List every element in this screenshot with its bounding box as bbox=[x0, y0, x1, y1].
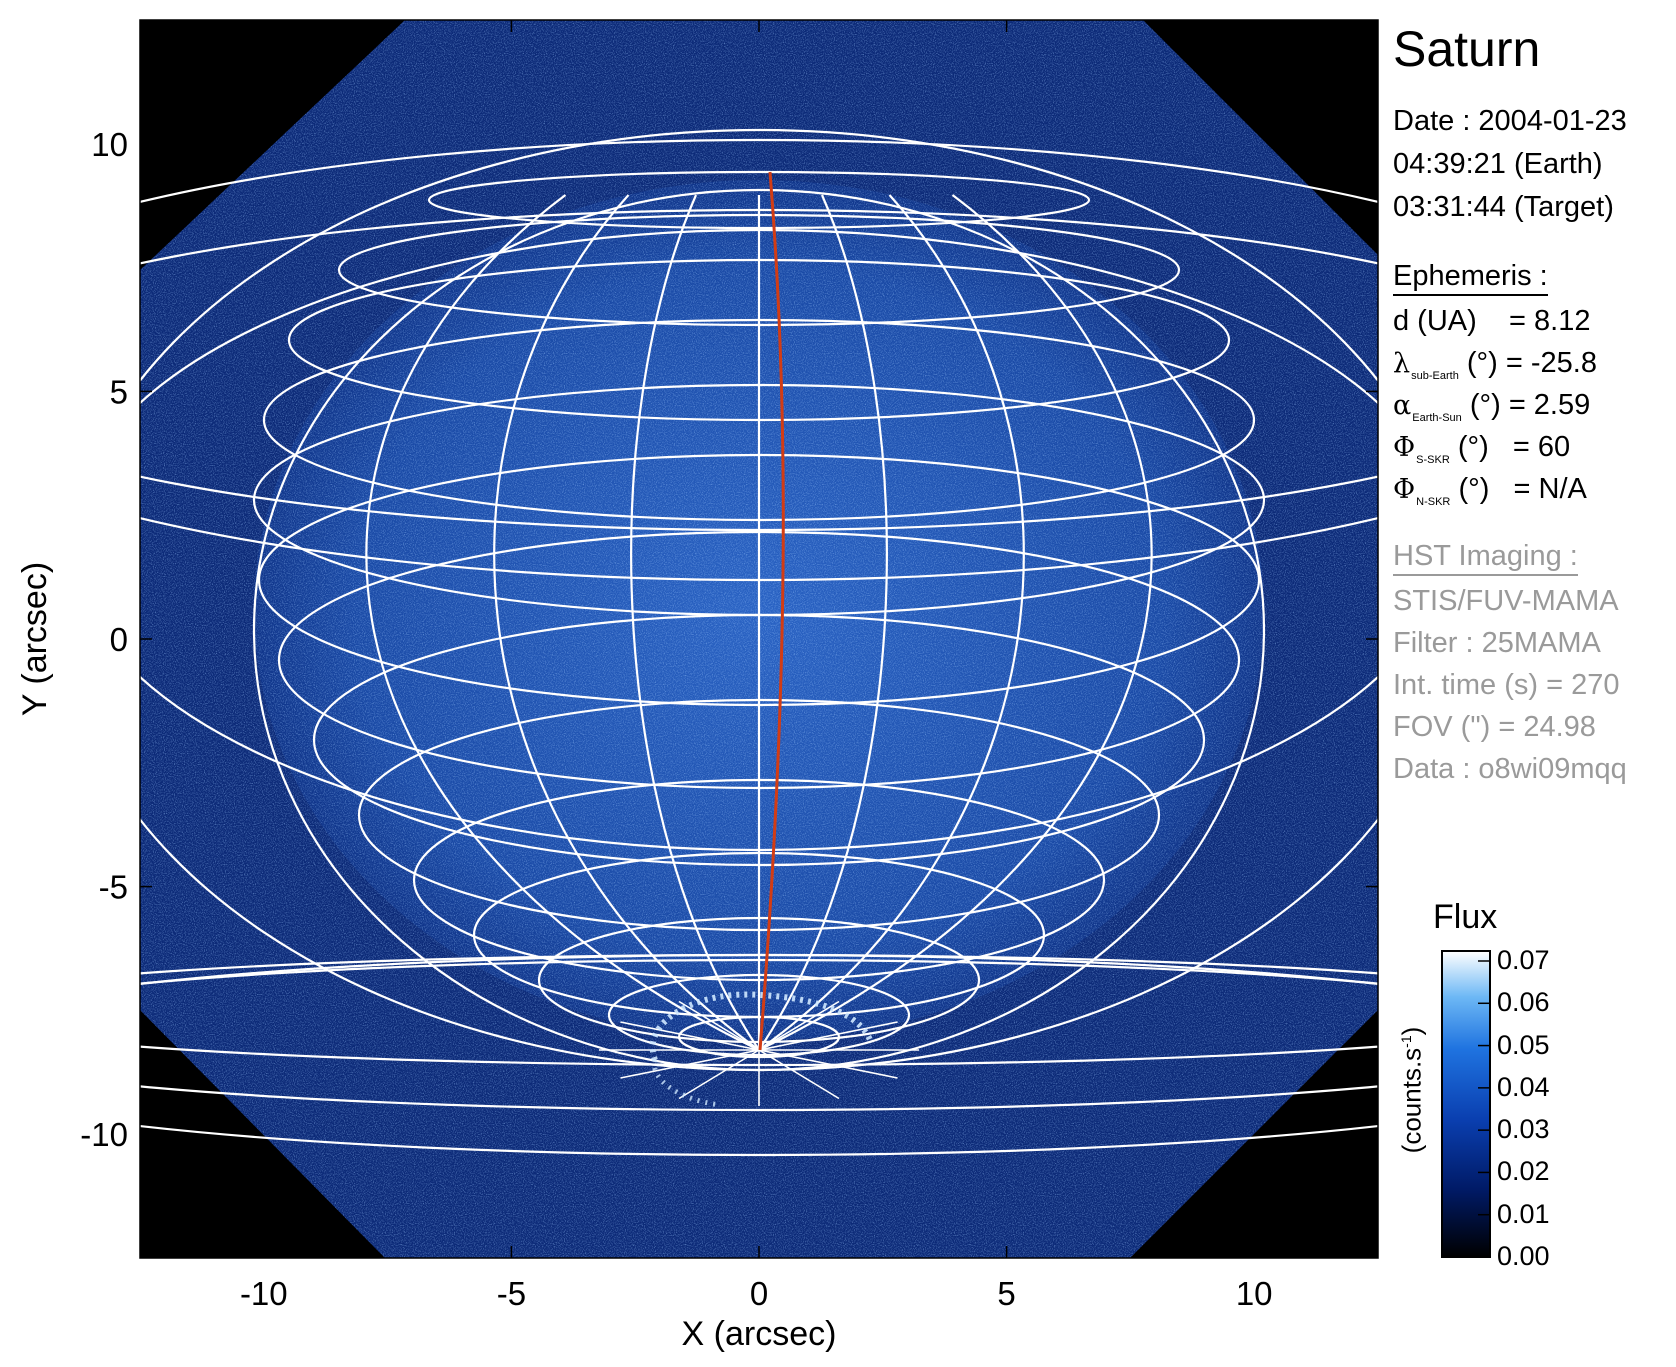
x-tick-label: 0 bbox=[750, 1275, 768, 1312]
ephemeris-header-text: Ephemeris : bbox=[1393, 260, 1548, 296]
target-time: 03:31:44 (Target) bbox=[1393, 191, 1614, 223]
y-tick-label: 5 bbox=[110, 373, 128, 410]
colorbar-tick-label: 0.01 bbox=[1497, 1198, 1550, 1229]
polar-spoke bbox=[678, 1049, 760, 1100]
alpha-value: = 2.59 bbox=[1508, 389, 1591, 421]
longitude-line bbox=[493, 194, 760, 1051]
colorbar-tick-label: 0.05 bbox=[1497, 1029, 1550, 1060]
ephemeris-header: Ephemeris : bbox=[1393, 260, 1548, 296]
phi-n-value: = N/A bbox=[1513, 473, 1587, 505]
y-tick-label: 0 bbox=[110, 621, 128, 658]
polar-spoke bbox=[758, 1000, 840, 1051]
colorbar-units-sup: -1 bbox=[1397, 1035, 1414, 1048]
imaging-header-text: HST Imaging : bbox=[1393, 540, 1578, 576]
colorbar-tick-label: 0.04 bbox=[1497, 1071, 1550, 1102]
aurora-arc bbox=[649, 991, 873, 1062]
lambda-symbol: λ bbox=[1393, 348, 1411, 379]
imaging-data-id: Data : o8wi09mqq bbox=[1393, 753, 1627, 785]
imaging-filter: Filter : 25MAMA bbox=[1393, 627, 1601, 659]
alpha-unit: (°) bbox=[1469, 389, 1501, 421]
saturn-image bbox=[140, 20, 1378, 1258]
phi-n-unit: (°) bbox=[1458, 473, 1490, 505]
date-line: Date : 2004-01-23 bbox=[1393, 105, 1627, 137]
ephemeris-lambda: λsub-Earth (°) = -25.8 bbox=[1393, 347, 1597, 382]
lambda-value: = -25.8 bbox=[1505, 347, 1597, 379]
ephemeris-phi-s: ΦS-SKR (°) = 60 bbox=[1393, 431, 1571, 466]
ephemeris-phi-n: ΦN-SKR (°) = N/A bbox=[1393, 473, 1587, 508]
colorbar-title: Flux bbox=[1433, 898, 1498, 936]
x-tick-label: 5 bbox=[997, 1275, 1015, 1312]
y-tick-label: 10 bbox=[91, 126, 128, 163]
ephemeris-alpha: αEarth-Sun (°) = 2.59 bbox=[1393, 389, 1591, 424]
planet-title: Saturn bbox=[1393, 21, 1541, 77]
colorbar-tick-label: 0.02 bbox=[1497, 1156, 1550, 1187]
imaging-instrument: STIS/FUV-MAMA bbox=[1393, 585, 1619, 617]
y-axis-label: Y (arcsec) bbox=[16, 562, 54, 716]
y-tick-label: -5 bbox=[99, 869, 128, 906]
distance-value: = 8.12 bbox=[1509, 305, 1591, 337]
polar-spoke bbox=[758, 1049, 840, 1100]
phi-s-symbol: Φ bbox=[1393, 432, 1416, 463]
colorbar bbox=[1441, 950, 1491, 1258]
phi-s-value: = 60 bbox=[1512, 431, 1571, 463]
phi-s-unit: (°) bbox=[1457, 431, 1489, 463]
latitude-longitude-grid bbox=[140, 129, 1378, 1157]
lambda-unit: (°) bbox=[1466, 347, 1498, 379]
colorbar-tick-label: 0.03 bbox=[1497, 1114, 1550, 1145]
imaging-int-time: Int. time (s) = 270 bbox=[1393, 669, 1620, 701]
phi-s-sub: S-SKR bbox=[1416, 454, 1450, 466]
alpha-symbol: α bbox=[1393, 390, 1412, 421]
y-tick-label: -10 bbox=[80, 1116, 128, 1153]
imaging-header: HST Imaging : bbox=[1393, 540, 1578, 576]
alpha-sub: Earth-Sun bbox=[1412, 412, 1462, 424]
colorbar-tick-label: 0.06 bbox=[1497, 987, 1550, 1018]
x-tick-label: 10 bbox=[1236, 1275, 1273, 1312]
colorbar-units-main: (counts.s bbox=[1396, 1047, 1427, 1154]
colorbar-ticks bbox=[1478, 960, 1490, 1258]
longitude-line bbox=[365, 194, 760, 1051]
x-tick-label: -10 bbox=[240, 1275, 288, 1312]
longitude-line bbox=[758, 194, 1025, 1051]
colorbar-units: (counts.s-1) bbox=[1397, 1027, 1428, 1154]
lambda-sub: sub-Earth bbox=[1411, 370, 1459, 382]
polar-spoke bbox=[758, 1049, 898, 1079]
polar-spoke bbox=[620, 1021, 760, 1051]
phi-n-symbol: Φ bbox=[1393, 474, 1416, 505]
x-axis-label: X (arcsec) bbox=[682, 1315, 837, 1353]
imaging-fov: FOV (") = 24.98 bbox=[1393, 711, 1596, 743]
earth-time: 04:39:21 (Earth) bbox=[1393, 148, 1603, 180]
x-tick-label: -5 bbox=[497, 1275, 526, 1312]
polar-spoke bbox=[678, 1000, 760, 1051]
colorbar-units-close: ) bbox=[1396, 1026, 1427, 1036]
ephemeris-distance: d (UA) = 8.12 bbox=[1393, 307, 1590, 336]
polar-spoke bbox=[620, 1049, 760, 1079]
polar-spoke bbox=[758, 1021, 898, 1051]
longitude-line bbox=[758, 194, 888, 1051]
y-axis-ticks: 10 5 0 -5 -10 bbox=[80, 126, 1378, 1153]
phi-n-sub: N-SKR bbox=[1416, 496, 1451, 508]
distance-label: d (UA) bbox=[1393, 305, 1477, 337]
colorbar-tick-label: 0.07 bbox=[1497, 945, 1550, 975]
aurora-oval bbox=[649, 991, 873, 1108]
x-axis-ticks: -10 -5 0 5 10 bbox=[240, 20, 1273, 1312]
longitude-line bbox=[630, 194, 760, 1051]
longitude-line bbox=[758, 194, 1153, 1051]
colorbar-tick-label: 0.00 bbox=[1497, 1241, 1550, 1271]
central-meridian-line bbox=[758, 171, 785, 1051]
